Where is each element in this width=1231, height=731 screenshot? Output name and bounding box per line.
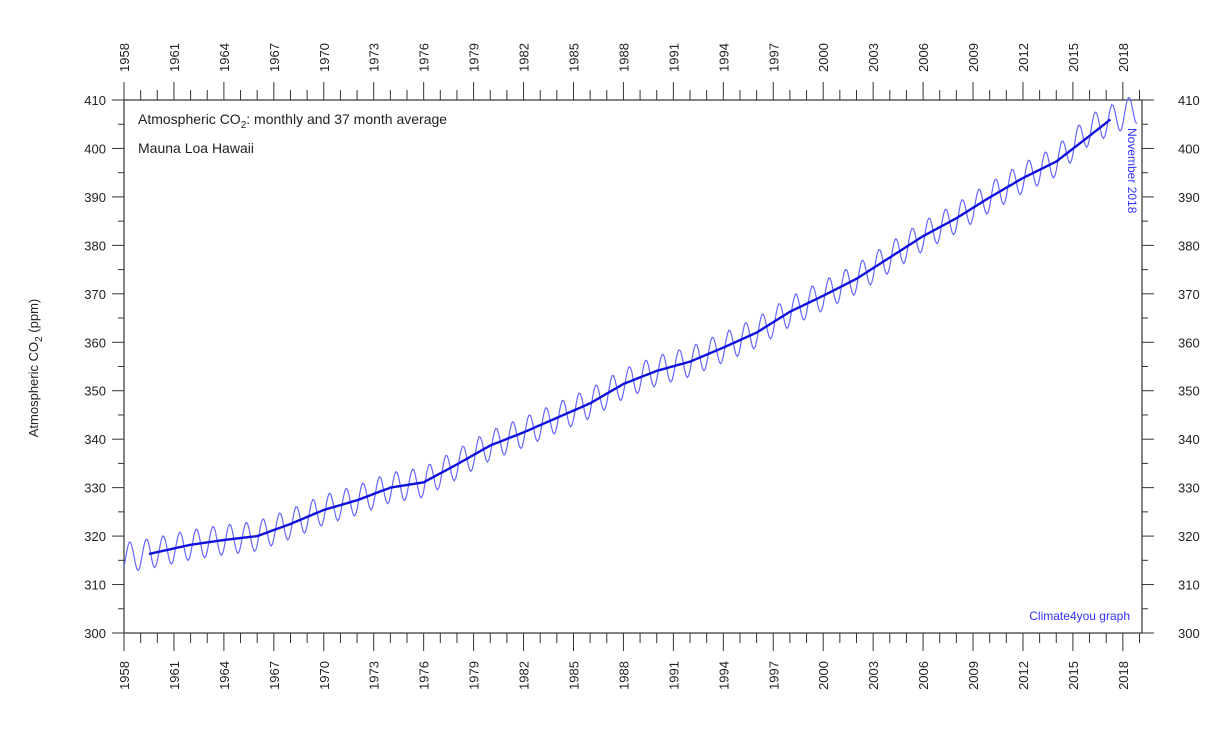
x-tick-label-top: 1976 bbox=[417, 43, 432, 72]
y-axis-label: Atmospheric CO2 (ppm) bbox=[26, 299, 45, 438]
x-tick-label-top: 1982 bbox=[517, 43, 532, 72]
x-tick-label: 2000 bbox=[816, 661, 831, 690]
x-tick-label-top: 1979 bbox=[467, 43, 482, 72]
y-tick-label-right: 410 bbox=[1178, 93, 1200, 108]
y-tick-label-right: 360 bbox=[1178, 335, 1200, 350]
y-tick-label-right: 370 bbox=[1178, 287, 1200, 302]
x-tick-label: 1994 bbox=[716, 661, 731, 690]
y-tick-label: 330 bbox=[84, 481, 106, 496]
x-tick-label: 2015 bbox=[1066, 661, 1081, 690]
x-tick-label: 1991 bbox=[666, 661, 681, 690]
y-tick-label: 370 bbox=[84, 287, 106, 302]
x-tick-label: 1985 bbox=[566, 661, 581, 690]
x-tick-label: 1988 bbox=[616, 661, 631, 690]
x-tick-label-top: 1958 bbox=[117, 43, 132, 72]
x-tick-label-top: 2009 bbox=[966, 43, 981, 72]
y-tick-label: 360 bbox=[84, 335, 106, 350]
y-tick-label: 340 bbox=[84, 432, 106, 447]
plot-frame bbox=[123, 99, 1143, 634]
x-tick-label-top: 1988 bbox=[616, 43, 631, 72]
y-tick-label-right: 340 bbox=[1178, 432, 1200, 447]
y-tick-label: 400 bbox=[84, 141, 106, 156]
x-tick-label-top: 1964 bbox=[217, 43, 232, 72]
y-tick-label-right: 300 bbox=[1178, 626, 1200, 641]
x-tick-label-top: 1991 bbox=[666, 43, 681, 72]
y-tick-label: 390 bbox=[84, 190, 106, 205]
x-tick-label-top: 2006 bbox=[916, 43, 931, 72]
x-tick-label: 2012 bbox=[1016, 661, 1031, 690]
x-tick-label-top: 2018 bbox=[1116, 43, 1131, 72]
average-series-line bbox=[148, 118, 1112, 556]
y-tick-label-right: 310 bbox=[1178, 578, 1200, 593]
x-tick-label-top: 1985 bbox=[566, 43, 581, 72]
x-tick-label: 1979 bbox=[467, 661, 482, 690]
x-tick-label: 1958 bbox=[117, 661, 132, 690]
x-tick-label: 2018 bbox=[1116, 661, 1131, 690]
chart-subtitle: Mauna Loa Hawaii bbox=[138, 140, 254, 156]
x-tick-label-top: 2003 bbox=[866, 43, 881, 72]
y-tick-label: 300 bbox=[84, 626, 106, 641]
x-tick-label-top: 1961 bbox=[167, 43, 182, 72]
y-tick-label: 410 bbox=[84, 93, 106, 108]
x-tick-label: 1997 bbox=[766, 661, 781, 690]
y-tick-label-right: 400 bbox=[1178, 141, 1200, 156]
x-tick-label-top: 2015 bbox=[1066, 43, 1081, 72]
x-tick-label-top: 1973 bbox=[367, 43, 382, 72]
x-tick-label: 1970 bbox=[317, 661, 332, 690]
y-tick-label-right: 350 bbox=[1178, 384, 1200, 399]
x-tick-label-top: 1967 bbox=[267, 43, 282, 72]
y-tick-label: 380 bbox=[84, 238, 106, 253]
x-tick-label-top: 1994 bbox=[716, 43, 731, 72]
y-tick-label: 310 bbox=[84, 578, 106, 593]
monthly-series-line bbox=[123, 96, 1138, 572]
x-tick-label-top: 1997 bbox=[766, 43, 781, 72]
x-tick-label-top: 2000 bbox=[816, 43, 831, 72]
x-tick-label: 1964 bbox=[217, 661, 232, 690]
y-tick-label-right: 390 bbox=[1178, 190, 1200, 205]
x-tick-label: 2003 bbox=[866, 661, 881, 690]
x-tick-label: 2006 bbox=[916, 661, 931, 690]
credit-label: Climate4you graph bbox=[1029, 609, 1130, 623]
y-tick-label-right: 330 bbox=[1178, 481, 1200, 496]
x-tick-label: 1982 bbox=[517, 661, 532, 690]
x-tick-label-top: 2012 bbox=[1016, 43, 1031, 72]
chart-title: Atmospheric CO2: monthly and 37 month av… bbox=[138, 111, 447, 131]
x-tick-label-top: 1970 bbox=[317, 43, 332, 72]
x-tick-label: 1967 bbox=[267, 661, 282, 690]
x-tick-label: 1973 bbox=[367, 661, 382, 690]
y-tick-label: 350 bbox=[84, 384, 106, 399]
y-tick-label-right: 320 bbox=[1178, 529, 1200, 544]
y-tick-label: 320 bbox=[84, 529, 106, 544]
x-tick-label: 1961 bbox=[167, 661, 182, 690]
x-tick-label: 1976 bbox=[417, 661, 432, 690]
x-tick-label: 2009 bbox=[966, 661, 981, 690]
date-note: November 2018 bbox=[1125, 128, 1139, 214]
y-tick-label-right: 380 bbox=[1178, 238, 1200, 253]
